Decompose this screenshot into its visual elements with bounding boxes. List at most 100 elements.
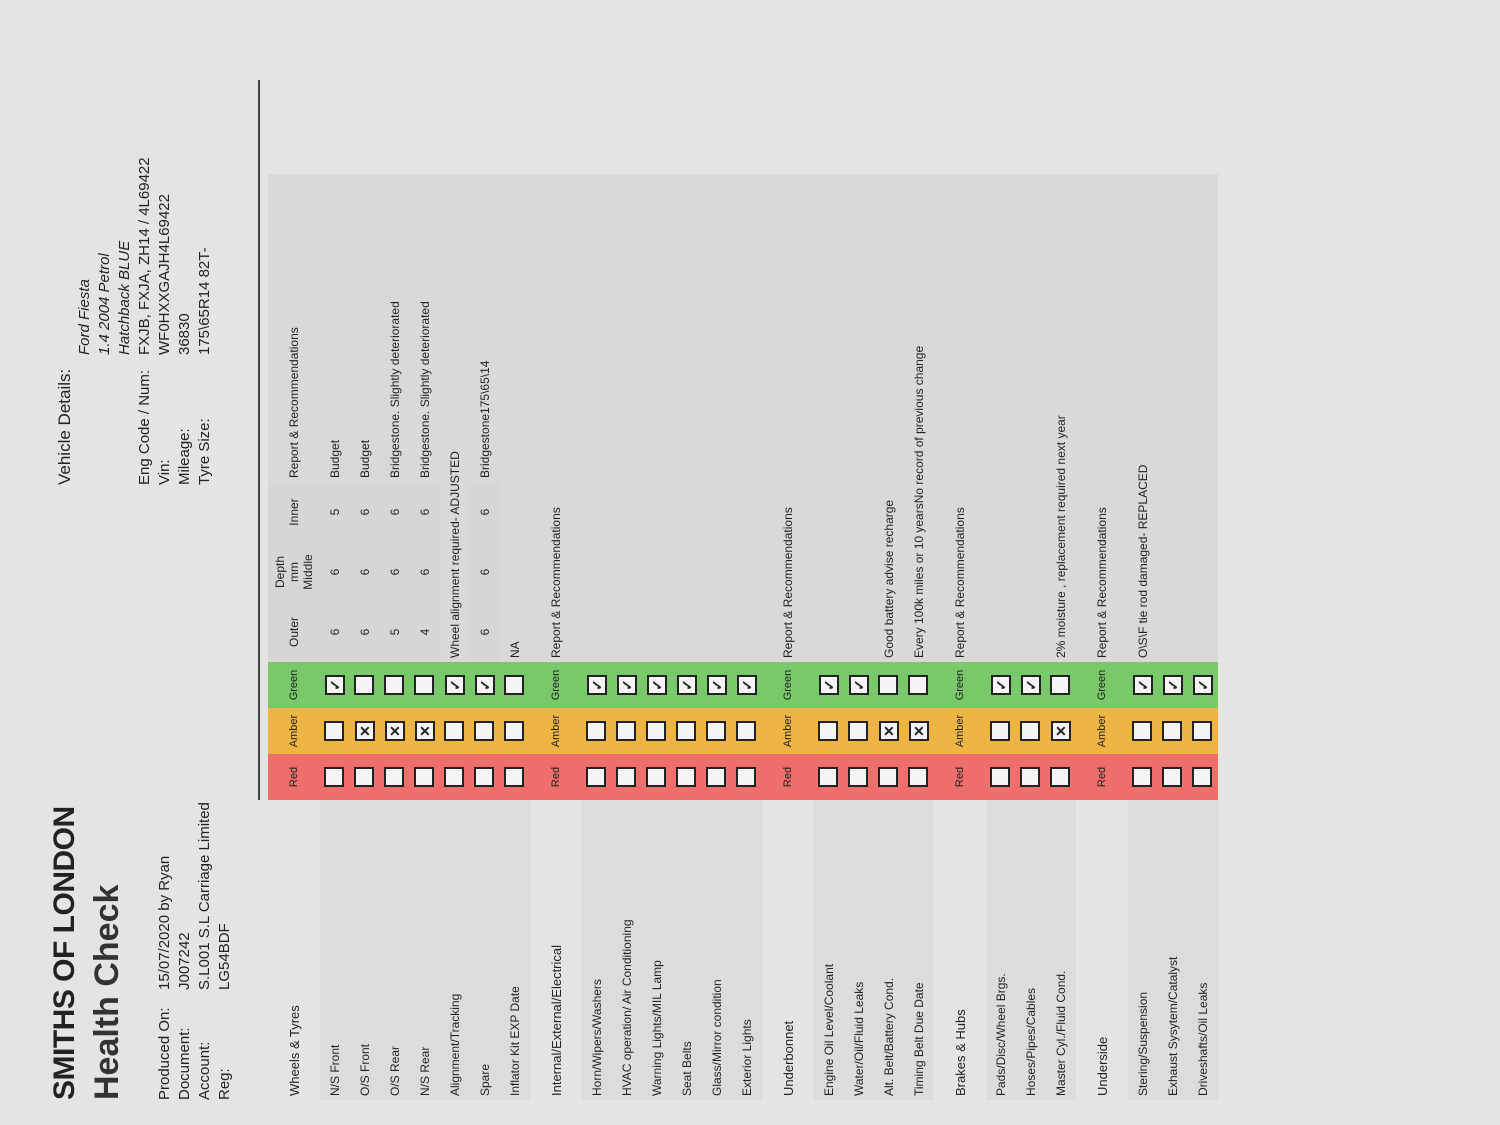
depth-value: 5 — [380, 602, 410, 662]
vehicle-heading: Vehicle Details: — [55, 368, 74, 485]
depth-value: 5 — [320, 482, 350, 542]
report-text: 2% moisture , replacement required next … — [1046, 174, 1076, 662]
header-field: Reg: LG54BDF — [215, 802, 235, 1100]
status-cell — [440, 754, 470, 800]
status-cell — [500, 662, 530, 708]
status-cell — [986, 708, 1016, 754]
depth-column: Middle — [301, 554, 315, 590]
item-label: Pads/Disc/Wheel Brgs. — [986, 800, 1016, 1100]
status-cell: ✓ — [702, 662, 732, 708]
status-cell — [702, 708, 732, 754]
status-cell: ✕ — [350, 708, 380, 754]
check-row: O/S Front ✕ 6 6 6 Budget — [350, 174, 380, 1100]
checkbox: ✓ — [325, 675, 345, 695]
report-text — [1158, 174, 1188, 662]
field-value: S.L001 S.L Carriage Limited — [196, 802, 213, 990]
status-cell — [582, 708, 612, 754]
report-text — [844, 174, 874, 662]
item-label: Alt. Belt/Battery Cond. — [874, 800, 904, 1100]
status-cell — [500, 754, 530, 800]
status-cell: ✓ — [844, 662, 874, 708]
status-cell — [1016, 708, 1046, 754]
field-label: Account: — [196, 1041, 213, 1100]
field-value: 15/07/2020 by Ryan — [156, 855, 173, 990]
item-label: Seat Belts — [672, 800, 702, 1100]
vehicle-text: Ford Fiesta — [76, 279, 93, 355]
checkbox — [323, 767, 344, 787]
item-label: HVAC operation/ Air Conditioning — [612, 800, 642, 1100]
checkbox: ✓ — [819, 675, 839, 695]
check-row: HVAC operation/ Air Conditioning ✓ — [612, 174, 642, 1100]
status-cell — [380, 754, 410, 800]
checkbox: ✓ — [1021, 675, 1041, 695]
field-value: J007242 — [176, 932, 193, 990]
header-field: Account: S.L001 S.L Carriage Limited — [195, 802, 215, 1100]
report-text — [642, 174, 672, 662]
status-cell: ✓ — [1158, 662, 1188, 708]
check-row: Seat Belts ✓ — [672, 174, 702, 1100]
item-label: Exhaust Sysytem/Catalyst — [1158, 800, 1188, 1100]
field-value: FXJB, FXJA, ZH14 / 4L69422 — [136, 157, 153, 355]
section-header: Underbonnet Red Amber Green Report & Recomme… — [762, 174, 814, 1100]
check-row: Exhaust Sysytem/Catalyst ✓ — [1158, 174, 1188, 1100]
depth-value: 6 — [470, 482, 500, 542]
report-text: Budget — [350, 174, 380, 482]
field-label: Tyre Size: — [196, 418, 213, 485]
status-heading: Amber — [762, 708, 814, 754]
status-heading: Green — [934, 662, 986, 708]
checkbox — [1131, 767, 1152, 787]
item-label: Driveshafts/Oil Leaks — [1188, 800, 1218, 1100]
field-label: Reg: — [216, 1068, 233, 1100]
checkbox — [675, 721, 696, 741]
checkbox — [1161, 721, 1182, 741]
status-cell — [1016, 754, 1046, 800]
vehicle-field: Tyre Size: 175\65R14 82T- — [195, 157, 215, 485]
checkbox — [503, 767, 524, 787]
status-cell: ✓ — [1016, 662, 1046, 708]
status-heading: Green — [1076, 662, 1128, 708]
status-cell — [814, 708, 844, 754]
item-label: Exterior Lights — [732, 800, 762, 1100]
checkbox: ✓ — [991, 675, 1011, 695]
checkbox — [705, 767, 726, 787]
checkbox — [1131, 721, 1152, 741]
status-cell — [500, 708, 530, 754]
depth-value: 6 — [320, 602, 350, 662]
checkbox: ✕ — [355, 721, 375, 741]
item-label: Master Cyl./Fluid Cond. — [1046, 800, 1076, 1100]
check-row: Glass/Mirror condition ✓ — [702, 174, 732, 1100]
checkbox — [585, 767, 606, 787]
status-cell — [672, 754, 702, 800]
status-cell — [470, 754, 500, 800]
checkbox — [503, 721, 524, 741]
checkbox — [615, 721, 636, 741]
depth-value: 6 — [350, 542, 380, 602]
checkbox — [503, 675, 524, 695]
check-row: Pads/Disc/Wheel Brgs. ✓ — [986, 174, 1016, 1100]
section-header: Wheels & Tyres Red Amber Green Outer Depth mm… — [268, 174, 320, 1100]
checkbox — [877, 767, 898, 787]
checkbox — [443, 721, 464, 741]
checkbox — [473, 767, 494, 787]
checkbox — [413, 675, 434, 695]
status-cell — [1046, 754, 1076, 800]
checkbox — [1049, 675, 1070, 695]
status-cell: ✓ — [1128, 662, 1158, 708]
vehicle-field: Mileage: 36830 — [175, 157, 195, 485]
status-cell — [612, 754, 642, 800]
item-label: N/S Front — [320, 800, 350, 1100]
field-label: Produced On: — [156, 1007, 173, 1100]
report-text: O\S\F tie rod damaged- REPLACED — [1128, 174, 1158, 662]
report-text: Bridgestone175\65\14 — [470, 174, 500, 482]
section-header: Underside Red Amber Green Report & Recommend… — [1076, 174, 1128, 1100]
check-row: Stering/Suspension ✓ O\S\F tie rod damaged… — [1128, 174, 1158, 1100]
status-cell: ✓ — [612, 662, 642, 708]
checkbox — [1049, 767, 1070, 787]
report-heading: Report & Recommendations — [268, 174, 320, 482]
checkbox — [473, 721, 494, 741]
status-cell: ✓ — [814, 662, 844, 708]
status-cell — [380, 662, 410, 708]
status-cell — [350, 662, 380, 708]
status-heading: Amber — [268, 708, 320, 754]
